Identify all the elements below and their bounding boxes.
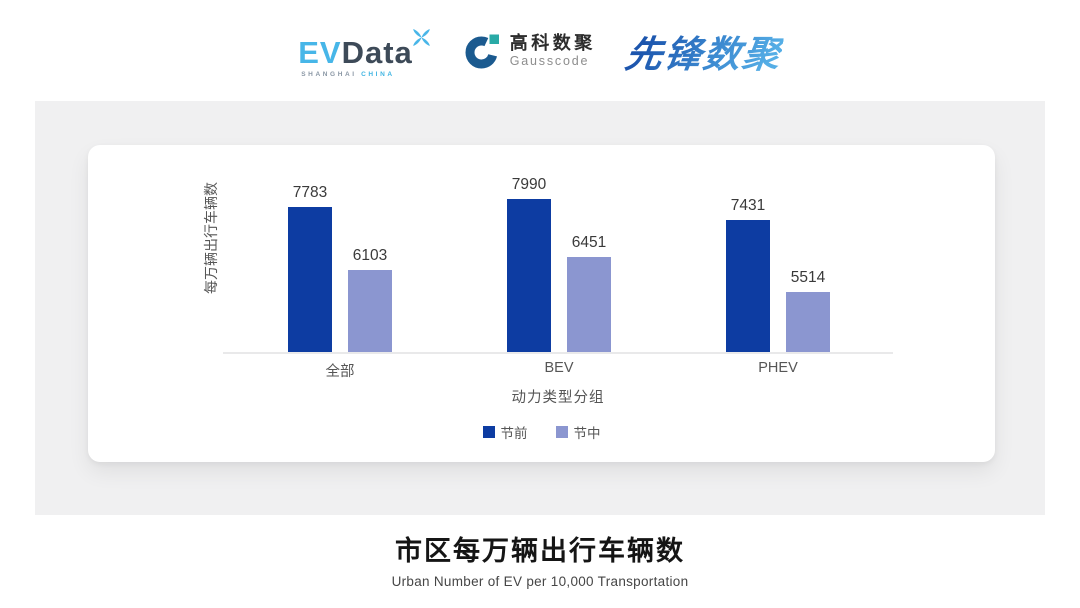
propeller-x-icon bbox=[412, 28, 430, 46]
logo-header: EV Data SHANGHAI CHINA bbox=[0, 24, 1080, 78]
x-axis-title: 动力类型分组 bbox=[511, 390, 605, 406]
bar-value-label: 7783 bbox=[292, 184, 328, 201]
bottom-titles: 市区每万辆出行车辆数 Urban Number of EV per 10,000… bbox=[0, 529, 1080, 589]
bar-jiezhong-phev: 5514 bbox=[786, 269, 830, 352]
gausscode-logo: 高科数聚 Gausscode bbox=[464, 33, 596, 70]
bar-group-quanbu: 7783 6103 bbox=[288, 145, 392, 352]
bar-jieqian-phev: 7431 bbox=[726, 197, 770, 352]
legend-item-jieqian: 节前 bbox=[482, 422, 528, 442]
chart-legend: 节前 节中 bbox=[88, 422, 995, 442]
bar-value-label: 6103 bbox=[352, 247, 388, 264]
evdata-tagline-shanghai: SHANGHAI bbox=[301, 70, 357, 78]
legend-label-jiezhong: 节中 bbox=[573, 426, 601, 441]
category-label-phev: PHEV bbox=[758, 360, 798, 376]
bar-jiezhong-quanbu: 6103 bbox=[348, 247, 392, 352]
chart-subtitle: Urban Number of EV per 10,000 Transporta… bbox=[391, 574, 689, 589]
y-axis-label: 每万辆出行车辆数 bbox=[203, 182, 219, 294]
evdata-ev-text: EV bbox=[298, 34, 342, 70]
xianfeng-logo: 先锋数聚 bbox=[622, 24, 786, 78]
bar-value-label: 5514 bbox=[790, 269, 826, 286]
evdata-tagline: SHANGHAI CHINA bbox=[298, 71, 434, 78]
legend-swatch-jieqian bbox=[482, 426, 495, 438]
legend-swatch-jiezhong bbox=[555, 426, 568, 438]
bar-group-bev: 7990 6451 bbox=[507, 145, 611, 352]
legend-label-jieqian: 节前 bbox=[500, 426, 528, 441]
chart-card: 每万辆出行车辆数 7783 6103 7990 6451 bbox=[88, 145, 995, 462]
evdata-tagline-china: CHINA bbox=[361, 70, 395, 78]
category-label-quanbu: 全部 bbox=[325, 364, 355, 380]
evdata-wordmark: EV Data bbox=[298, 25, 434, 68]
x-axis-line bbox=[223, 352, 893, 354]
gausscode-en-label: Gausscode bbox=[509, 53, 590, 68]
bar-value-label: 6451 bbox=[571, 234, 607, 251]
gausscode-g-icon bbox=[465, 34, 499, 68]
bar-group-phev: 7431 5514 bbox=[726, 145, 830, 352]
gausscode-cn-label: 高科数聚 bbox=[509, 32, 596, 53]
chart-title: 市区每万辆出行车辆数 bbox=[395, 536, 685, 566]
category-label-bev: BEV bbox=[544, 360, 574, 376]
bar-jiezhong-bev: 6451 bbox=[567, 234, 611, 352]
bar-value-label: 7431 bbox=[730, 197, 766, 214]
evdata-logo: EV Data SHANGHAI CHINA bbox=[298, 25, 434, 78]
bar-jieqian-bev: 7990 bbox=[507, 176, 551, 352]
bar-jieqian-quanbu: 7783 bbox=[288, 184, 332, 352]
legend-item-jiezhong: 节中 bbox=[555, 422, 601, 442]
gausscode-text: 高科数聚 Gausscode bbox=[509, 32, 596, 69]
chart-panel: 每万辆出行车辆数 7783 6103 7990 6451 bbox=[35, 101, 1045, 515]
bar-value-label: 7990 bbox=[511, 176, 547, 193]
evdata-data-text: Data bbox=[341, 34, 413, 70]
